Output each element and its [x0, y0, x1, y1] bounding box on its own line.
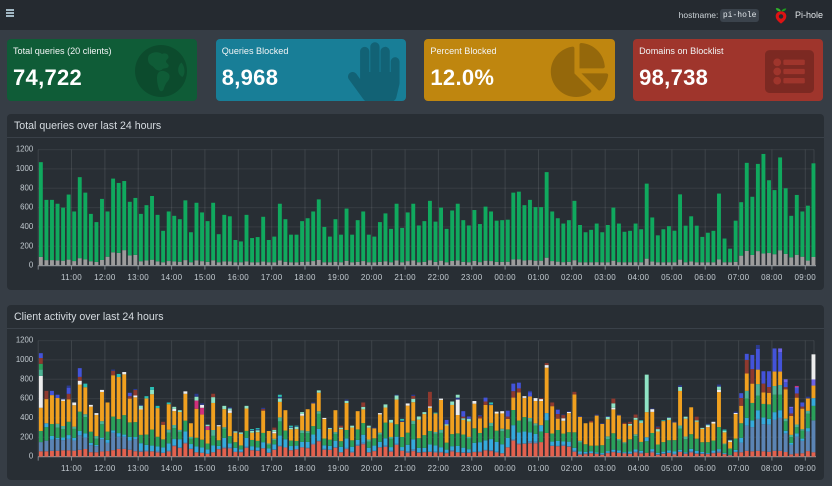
svg-text:07:00: 07:00 — [728, 273, 750, 282]
svg-text:600: 600 — [20, 393, 34, 402]
svg-text:18:00: 18:00 — [294, 464, 316, 473]
svg-text:16:00: 16:00 — [228, 464, 250, 473]
svg-text:1000: 1000 — [16, 164, 34, 173]
svg-text:07:00: 07:00 — [728, 464, 750, 473]
svg-text:400: 400 — [20, 412, 34, 421]
svg-text:22:00: 22:00 — [428, 273, 450, 282]
svg-text:0: 0 — [29, 261, 34, 270]
svg-text:23:00: 23:00 — [461, 273, 483, 282]
svg-text:08:00: 08:00 — [761, 273, 783, 282]
svg-text:22:00: 22:00 — [428, 464, 450, 473]
svg-text:17:00: 17:00 — [261, 464, 283, 473]
svg-text:18:00: 18:00 — [294, 273, 316, 282]
svg-text:1200: 1200 — [16, 335, 34, 344]
svg-text:09:00: 09:00 — [795, 273, 817, 282]
svg-text:800: 800 — [20, 374, 34, 383]
svg-text:00:00: 00:00 — [494, 464, 516, 473]
svg-text:02:00: 02:00 — [561, 464, 583, 473]
svg-text:200: 200 — [20, 242, 34, 251]
svg-text:14:00: 14:00 — [161, 464, 183, 473]
svg-text:04:00: 04:00 — [628, 464, 650, 473]
svg-text:05:00: 05:00 — [661, 273, 683, 282]
svg-text:13:00: 13:00 — [127, 464, 149, 473]
svg-text:23:00: 23:00 — [461, 464, 483, 473]
svg-text:400: 400 — [20, 222, 34, 231]
svg-text:11:00: 11:00 — [61, 464, 82, 473]
svg-text:09:00: 09:00 — [795, 464, 817, 473]
svg-text:06:00: 06:00 — [694, 273, 716, 282]
svg-text:17:00: 17:00 — [261, 273, 283, 282]
svg-text:800: 800 — [20, 184, 34, 193]
svg-text:15:00: 15:00 — [194, 464, 216, 473]
svg-text:02:00: 02:00 — [561, 273, 583, 282]
svg-text:19:00: 19:00 — [328, 273, 350, 282]
svg-text:08:00: 08:00 — [761, 464, 783, 473]
svg-text:00:00: 00:00 — [494, 273, 516, 282]
svg-text:03:00: 03:00 — [594, 464, 616, 473]
svg-text:200: 200 — [20, 432, 34, 441]
svg-text:20:00: 20:00 — [361, 464, 383, 473]
svg-text:05:00: 05:00 — [661, 464, 683, 473]
svg-text:1200: 1200 — [16, 145, 34, 154]
svg-text:21:00: 21:00 — [394, 464, 416, 473]
svg-text:11:00: 11:00 — [61, 273, 82, 282]
svg-text:12:00: 12:00 — [94, 464, 116, 473]
svg-text:01:00: 01:00 — [528, 273, 550, 282]
svg-text:16:00: 16:00 — [228, 273, 250, 282]
svg-text:0: 0 — [29, 451, 34, 460]
svg-text:21:00: 21:00 — [394, 273, 416, 282]
svg-text:20:00: 20:00 — [361, 273, 383, 282]
svg-text:01:00: 01:00 — [528, 464, 550, 473]
svg-text:13:00: 13:00 — [127, 273, 149, 282]
svg-text:03:00: 03:00 — [594, 273, 616, 282]
svg-text:14:00: 14:00 — [161, 273, 183, 282]
svg-text:15:00: 15:00 — [194, 273, 216, 282]
svg-text:04:00: 04:00 — [628, 273, 650, 282]
svg-text:1000: 1000 — [16, 354, 34, 363]
svg-text:12:00: 12:00 — [94, 273, 116, 282]
svg-text:06:00: 06:00 — [694, 464, 716, 473]
svg-text:19:00: 19:00 — [328, 464, 350, 473]
svg-text:600: 600 — [20, 203, 34, 212]
